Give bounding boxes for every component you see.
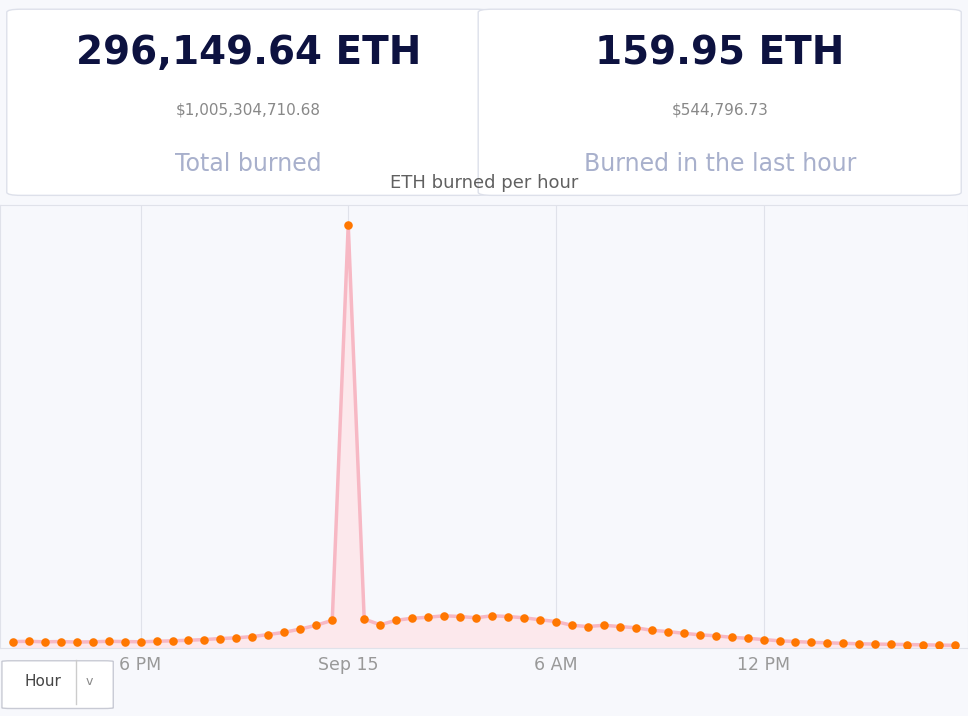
Point (660, 626, 676, 637)
Text: v: v (85, 675, 93, 688)
Point (373, 619, 388, 631)
Text: $544,796.73: $544,796.73 (671, 103, 769, 118)
Point (5, 636, 20, 647)
Point (548, 616, 563, 627)
Point (469, 612, 484, 624)
Point (133, 636, 148, 647)
Point (724, 632, 740, 643)
Point (516, 612, 531, 624)
Point (931, 639, 947, 651)
Point (867, 639, 883, 650)
Point (899, 639, 915, 650)
Point (852, 638, 867, 649)
Point (820, 637, 835, 649)
Point (117, 636, 133, 647)
Point (356, 614, 372, 625)
Point (277, 626, 292, 638)
Text: Burned in the last hour: Burned in the last hour (584, 152, 856, 175)
Point (245, 631, 260, 642)
Text: Hour: Hour (24, 674, 61, 690)
Text: $1,005,304,710.68: $1,005,304,710.68 (176, 103, 320, 118)
Point (596, 619, 612, 631)
Point (37, 636, 52, 647)
Point (420, 611, 436, 623)
Point (405, 612, 420, 624)
Point (708, 630, 723, 642)
Point (101, 636, 116, 647)
Point (580, 621, 595, 632)
Point (437, 610, 452, 621)
Point (916, 639, 931, 651)
Point (85, 636, 101, 647)
Point (149, 636, 165, 647)
Point (676, 627, 691, 639)
Point (341, 219, 356, 231)
Title: ETH burned per hour: ETH burned per hour (390, 174, 578, 192)
Text: 159.95 ETH: 159.95 ETH (595, 34, 844, 72)
Point (771, 635, 787, 647)
Point (309, 619, 324, 631)
Point (532, 614, 548, 626)
Point (644, 624, 659, 636)
Point (628, 622, 644, 634)
Point (788, 636, 803, 647)
FancyBboxPatch shape (2, 661, 113, 709)
Point (612, 621, 627, 632)
FancyBboxPatch shape (7, 9, 490, 195)
Point (948, 639, 963, 651)
Point (500, 611, 516, 622)
Point (324, 614, 340, 626)
Point (756, 634, 771, 645)
Point (197, 634, 212, 645)
Point (484, 610, 499, 621)
Point (292, 624, 308, 635)
Text: Total burned: Total burned (175, 152, 321, 175)
Point (228, 632, 244, 644)
Point (740, 632, 755, 644)
Point (803, 637, 819, 648)
FancyBboxPatch shape (478, 9, 961, 195)
Point (835, 637, 851, 649)
Point (165, 635, 180, 647)
Point (53, 636, 69, 647)
Point (564, 619, 580, 631)
Point (260, 629, 276, 640)
Point (181, 634, 197, 646)
Point (452, 611, 468, 622)
Point (69, 637, 84, 648)
Point (692, 629, 708, 641)
Point (213, 633, 228, 644)
Text: 296,149.64 ETH: 296,149.64 ETH (76, 34, 421, 72)
Point (884, 639, 899, 650)
Point (21, 636, 37, 647)
Point (388, 614, 404, 626)
